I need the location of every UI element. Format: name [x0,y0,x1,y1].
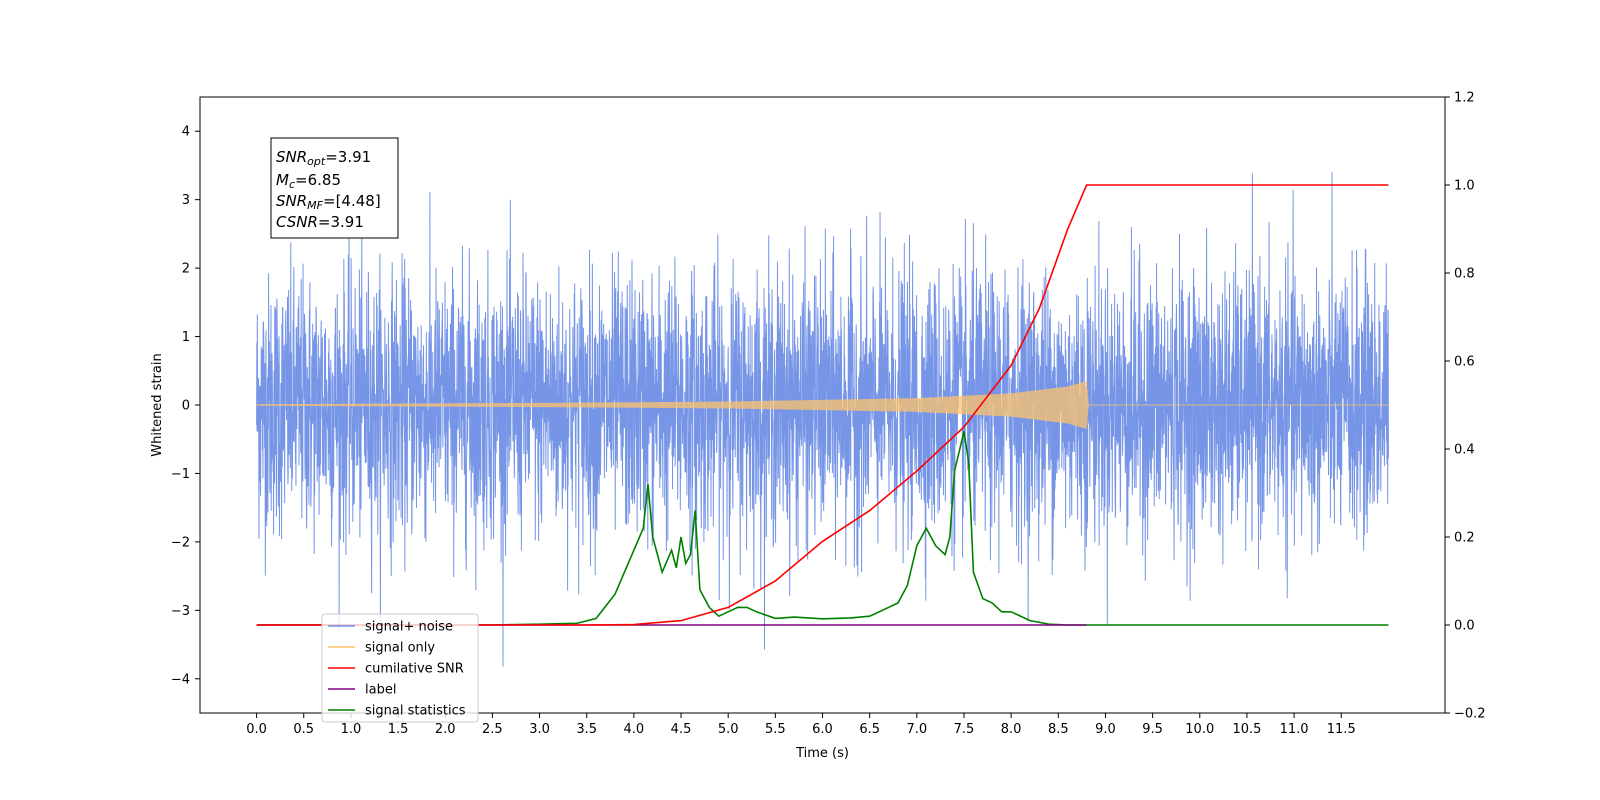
annotation-snr-opt: SNRopt=3.91 [276,148,371,168]
series-signal-only [256,381,1389,429]
y-tick-label: 4 [182,125,190,140]
series-cumulative-snr [256,184,1389,626]
x-tick-label: 0.5 [293,722,314,737]
y-tick-label: −4 [171,672,190,687]
legend-frame [321,613,479,723]
x-tick-label: 2.0 [435,722,456,737]
x-axis-label: Time (s) [795,746,849,761]
series-signal-statistics [256,431,1389,626]
x-tick-label: 1.5 [388,722,409,737]
x-tick-label: 3.0 [529,722,550,737]
y2-tick-label: 0.8 [1454,267,1475,282]
x-tick-label: 0.0 [246,722,267,737]
legend-entry-label: signal only [365,641,435,656]
y2-tick-label: 0.4 [1454,443,1475,458]
y-tick-label: −2 [171,535,190,550]
annotation-snr-mf: SNRMF=[4.48] [276,192,381,212]
axes-layer: 0.0 0.5 1.0 1.5 2.0 2.5 3.0 3.5 4.0 4.5 5.0 5.5 6.0 6… [171,91,1486,738]
annotation-mc-sub: c [289,178,295,191]
annotation-mc-main: M [276,171,289,189]
y2-tick-label: 1.2 [1454,91,1475,106]
x-tick-label: 8.0 [1001,722,1022,737]
legend-entry-label: label [365,683,396,698]
y2-tick-label: 0.6 [1454,355,1475,370]
annotation-csnr: CSNR=3.91 [276,213,364,231]
x-tick-label: 5.5 [765,722,786,737]
x-tick-label: 2.5 [482,722,503,737]
annotation-mc-value: =6.85 [295,171,341,189]
y2-tick-label: 1.0 [1454,179,1475,194]
x-tick-label: 10.0 [1185,722,1214,737]
y2-tick-label: −0.2 [1454,707,1486,722]
stats-annotation-box: SNRopt=3.91 Mc=6.85 SNRMF=[4.48] CSNR=3.… [270,137,399,239]
series-layer [256,171,1389,667]
x-tick-label: 4.5 [671,722,692,737]
annotation-box-frame [270,137,399,239]
annotation-csnr-value: =3.91 [318,213,364,231]
annotation-snr-mf-main: SNR [276,192,307,210]
y-axis-label: Whitened strain [150,353,165,456]
x-tick-label: 10.5 [1232,722,1261,737]
y-tick-label: 2 [182,262,190,277]
annotation-snr-opt-value: =3.91 [325,148,371,166]
annotation-snr-mf-value: =[4.48] [323,192,381,210]
annotation-snr-opt-main: SNR [276,148,307,166]
x-tick-label: 11.5 [1327,722,1356,737]
x-tick-label: 6.5 [859,722,880,737]
y2-tick-label: 0.2 [1454,531,1475,546]
x-tick-label: 3.5 [576,722,597,737]
annotation-snr-opt-sub: opt [307,155,326,168]
annotation-mc: Mc=6.85 [276,171,341,191]
x-tick-label: 5.0 [718,722,739,737]
annotation-csnr-main: CSNR [276,213,318,231]
y-tick-label: 0 [182,399,190,414]
x-tick-label: 4.0 [624,722,645,737]
y-tick-label: 1 [182,330,190,345]
legend-entry-label: signal statistics [365,704,466,719]
series-signal-noise [256,171,1389,667]
y2-tick-label: 0.0 [1454,619,1475,634]
legend-entry-label: signal+ noise [365,620,453,635]
y-tick-label: 3 [182,193,190,208]
x-tick-label: 8.5 [1048,722,1069,737]
annotation-snr-mf-sub: MF [307,199,323,212]
x-tick-label: 7.5 [954,722,975,737]
x-tick-label: 7.0 [906,722,927,737]
y-tick-label: −3 [171,604,190,619]
legend-entry-label: cumilative SNR [365,662,464,677]
x-tick-label: 11.0 [1280,722,1309,737]
x-tick-label: 6.0 [812,722,833,737]
x-tick-label: 9.0 [1095,722,1116,737]
x-tick-label: 9.5 [1142,722,1163,737]
y-tick-label: −1 [171,467,190,482]
legend: signal+ noise signal only cumilative SNR la… [321,613,479,723]
x-tick-label: 1.0 [341,722,362,737]
